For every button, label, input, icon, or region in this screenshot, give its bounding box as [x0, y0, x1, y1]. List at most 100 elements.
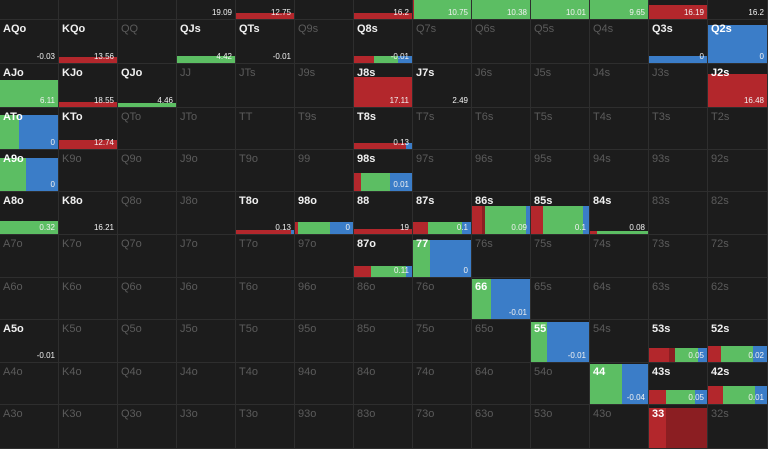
hand-cell[interactable]: A6o [0, 278, 59, 320]
hand-cell[interactable]: T9s [295, 108, 354, 150]
hand-cell[interactable]: 95s [531, 150, 590, 192]
hand-cell[interactable]: T4s [590, 108, 649, 150]
hand-cell[interactable]: 76o [413, 278, 472, 320]
hand-cell[interactable]: T6o [236, 278, 295, 320]
hand-cell[interactable]: 94o [295, 363, 354, 405]
hand-cell[interactable]: KQo 13.56 [59, 20, 118, 64]
hand-cell[interactable]: J6o [177, 278, 236, 320]
hand-cell[interactable]: 65s [531, 278, 590, 320]
hand-cell[interactable]: 85o [354, 320, 413, 363]
hand-cell[interactable]: J8o [177, 192, 236, 235]
hand-cell[interactable]: 52s 0.02 [708, 320, 768, 363]
hand-cell[interactable]: 53s 0.05 [649, 320, 708, 363]
hand-cell[interactable]: 97o [295, 235, 354, 278]
hand-cell[interactable]: KJo 18.55 [59, 64, 118, 108]
hand-cell[interactable]: 32s [708, 405, 768, 449]
hand-cell[interactable]: Q7s [413, 20, 472, 64]
hand-cell[interactable]: 95o [295, 320, 354, 363]
hand-cell[interactable]: QJs 4.42 [177, 20, 236, 64]
hand-cell[interactable]: Q5o [118, 320, 177, 363]
hand-cell[interactable]: 84o [354, 363, 413, 405]
hand-cell[interactable]: T2s [708, 108, 768, 150]
hand-cell[interactable]: Q9o [118, 150, 177, 192]
hand-cell[interactable]: Q8o [118, 192, 177, 235]
hand-cell[interactable]: 64o [472, 363, 531, 405]
hand-cell[interactable]: T5o [236, 320, 295, 363]
hand-cell[interactable]: A8o 0.32 [0, 192, 59, 235]
hand-cell[interactable]: QTs -0.01 [236, 20, 295, 64]
hand-cell[interactable]: 84s 0.08 [590, 192, 649, 235]
hand-cell[interactable]: 10.75 [413, 0, 472, 20]
hand-cell[interactable]: 16.2 [708, 0, 768, 20]
hand-cell[interactable]: Q4s [590, 20, 649, 64]
hand-cell[interactable]: JTs [236, 64, 295, 108]
hand-cell[interactable]: 54o [531, 363, 590, 405]
hand-cell[interactable]: J7s 2.49 [413, 64, 472, 108]
hand-cell[interactable]: 87o 0.11 [354, 235, 413, 278]
hand-cell[interactable]: 10.01 [531, 0, 590, 20]
hand-cell[interactable]: J4s [590, 64, 649, 108]
hand-cell[interactable]: AJo 6.11 [0, 64, 59, 108]
hand-cell[interactable]: 97s [413, 150, 472, 192]
hand-cell[interactable]: 94s [590, 150, 649, 192]
hand-cell[interactable]: 98o 0 [295, 192, 354, 235]
hand-cell[interactable]: QQ [118, 20, 177, 64]
hand-cell[interactable]: 42s 0.01 [708, 363, 768, 405]
hand-cell[interactable] [295, 0, 354, 20]
hand-cell[interactable]: J5s [531, 64, 590, 108]
hand-cell[interactable]: 75s [531, 235, 590, 278]
hand-cell[interactable]: 44 -0.04 [590, 363, 649, 405]
hand-cell[interactable]: Q6o [118, 278, 177, 320]
hand-cell[interactable]: 88 19 [354, 192, 413, 235]
hand-cell[interactable]: J9s [295, 64, 354, 108]
hand-cell[interactable]: T8s 0.13 [354, 108, 413, 150]
hand-cell[interactable]: 74s [590, 235, 649, 278]
hand-cell[interactable]: 33 [649, 405, 708, 449]
hand-cell[interactable] [118, 0, 177, 20]
hand-cell[interactable]: A4o [0, 363, 59, 405]
hand-cell[interactable]: 98s 0.01 [354, 150, 413, 192]
hand-cell[interactable]: K7o [59, 235, 118, 278]
hand-cell[interactable]: 43s 0.05 [649, 363, 708, 405]
hand-cell[interactable]: T4o [236, 363, 295, 405]
hand-cell[interactable]: 64s [590, 278, 649, 320]
hand-cell[interactable]: 74o [413, 363, 472, 405]
hand-cell[interactable] [0, 0, 59, 20]
hand-cell[interactable]: 85s 0.1 [531, 192, 590, 235]
hand-cell[interactable]: J3s [649, 64, 708, 108]
hand-cell[interactable]: 66 -0.01 [472, 278, 531, 320]
hand-cell[interactable]: Q7o [118, 235, 177, 278]
hand-cell[interactable]: 92s [708, 150, 768, 192]
hand-cell[interactable]: 93s [649, 150, 708, 192]
hand-cell[interactable]: A5o -0.01 [0, 320, 59, 363]
hand-cell[interactable]: QJo 4.46 [118, 64, 177, 108]
hand-cell[interactable]: K6o [59, 278, 118, 320]
hand-cell[interactable]: 53o [531, 405, 590, 449]
hand-cell[interactable]: 93o [295, 405, 354, 449]
hand-cell[interactable]: T7o [236, 235, 295, 278]
hand-cell[interactable]: K4o [59, 363, 118, 405]
hand-cell[interactable] [59, 0, 118, 20]
hand-cell[interactable]: 43o [590, 405, 649, 449]
hand-cell[interactable]: Q6s [472, 20, 531, 64]
hand-cell[interactable]: T9o [236, 150, 295, 192]
hand-cell[interactable]: T7s [413, 108, 472, 150]
hand-cell[interactable]: J2s 16.48 [708, 64, 768, 108]
hand-cell[interactable]: 62s [708, 278, 768, 320]
hand-cell[interactable]: Q3o [118, 405, 177, 449]
hand-cell[interactable]: 75o [413, 320, 472, 363]
hand-cell[interactable]: 96s [472, 150, 531, 192]
hand-cell[interactable]: K3o [59, 405, 118, 449]
hand-cell[interactable]: J4o [177, 363, 236, 405]
hand-cell[interactable]: AQo -0.03 [0, 20, 59, 64]
hand-cell[interactable]: A9o 0 [0, 150, 59, 192]
hand-cell[interactable]: 99 [295, 150, 354, 192]
hand-cell[interactable]: Q5s [531, 20, 590, 64]
hand-cell[interactable]: 55 -0.01 [531, 320, 590, 363]
hand-cell[interactable]: 9.65 [590, 0, 649, 20]
hand-cell[interactable]: 63o [472, 405, 531, 449]
hand-cell[interactable]: K5o [59, 320, 118, 363]
hand-cell[interactable]: J3o [177, 405, 236, 449]
hand-cell[interactable]: Q9s [295, 20, 354, 64]
hand-cell[interactable]: TT [236, 108, 295, 150]
